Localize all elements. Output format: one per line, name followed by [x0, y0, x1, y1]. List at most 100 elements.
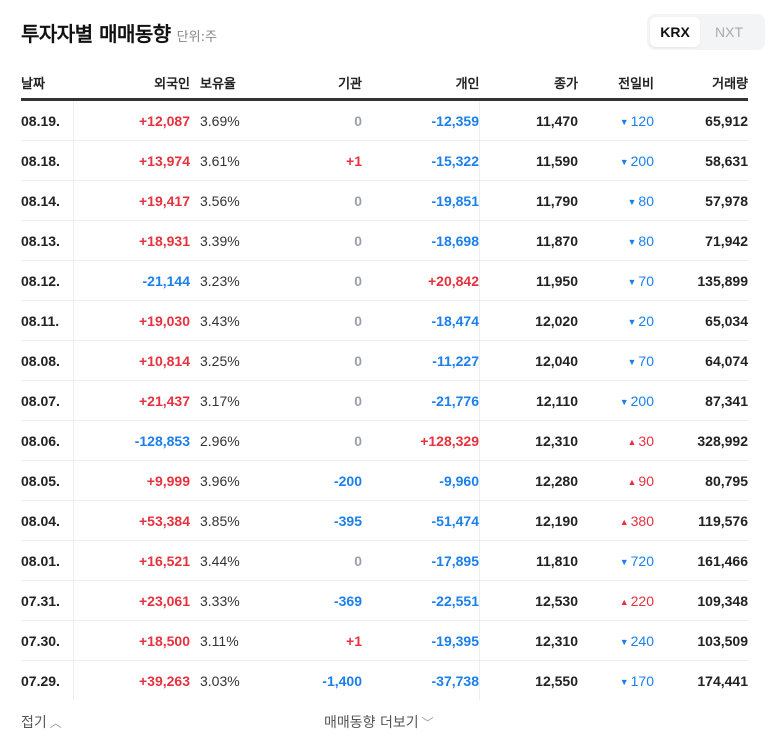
close-cell: 11,870 — [479, 220, 578, 261]
triangle-down-icon: ▼ — [619, 676, 629, 687]
volume-cell: 328,992 — [654, 420, 748, 461]
close-cell: 12,530 — [479, 580, 578, 621]
fold-label: 접기 — [21, 715, 47, 731]
foreign-cell: -128,853 — [73, 420, 190, 461]
date-cell: 08.12. — [21, 260, 74, 301]
individual-cell: +128,329 — [362, 420, 480, 461]
table-row: 08.06. -128,853 2.96% 0 +128,329 12,310 ▲ 30 328… — [21, 420, 748, 461]
table-row: 08.19. +12,087 3.69% 0 -12,359 11,470 ▼ 120 65,9… — [21, 99, 748, 141]
fold-button[interactable]: 접기 ︿ — [21, 712, 62, 732]
table-header-row: 날짜 외국인 보유율 기관 개인 종가 전일비 거래량 — [21, 66, 748, 101]
col-institution: 기관 — [282, 66, 362, 101]
col-date: 날짜 — [21, 66, 74, 101]
change-cell: ▼ 240 — [578, 620, 654, 661]
foreign-cell: +12,087 — [73, 99, 190, 141]
change-value: 240 — [630, 632, 654, 649]
change-cell: ▼ 200 — [578, 380, 654, 421]
holding-cell: 2.96% — [190, 420, 282, 461]
change-cell: ▼ 80 — [578, 220, 654, 261]
holding-cell: 3.11% — [190, 620, 282, 661]
individual-cell: -19,851 — [362, 180, 480, 221]
close-cell: 12,280 — [479, 460, 578, 501]
date-cell: 08.19. — [21, 99, 74, 141]
table-row: 08.05. +9,999 3.96% -200 -9,960 12,280 ▲ 90 80,7… — [21, 460, 748, 501]
change-value: 80 — [638, 192, 654, 209]
institution-cell: +1 — [282, 620, 362, 661]
foreign-cell: +16,521 — [73, 540, 190, 581]
date-cell: 07.30. — [21, 620, 74, 661]
table-row: 08.07. +21,437 3.17% 0 -21,776 12,110 ▼ 200 87,3… — [21, 380, 748, 421]
table-row: 08.18. +13,974 3.61% +1 -15,322 11,590 ▼ 200 58,… — [21, 140, 748, 181]
triangle-down-icon: ▼ — [619, 396, 629, 407]
individual-cell: -18,474 — [362, 300, 480, 341]
change-cell: ▲ 220 — [578, 580, 654, 621]
krx-tab[interactable]: KRX — [650, 17, 700, 47]
foreign-cell: +18,931 — [73, 220, 190, 261]
change-cell: ▲ 30 — [578, 420, 654, 461]
holding-cell: 3.25% — [190, 340, 282, 381]
table-row: 07.30. +18,500 3.11% +1 -19,395 12,310 ▼ 240 103… — [21, 620, 748, 661]
date-cell: 08.05. — [21, 460, 74, 501]
triangle-down-icon: ▼ — [619, 156, 629, 167]
change-value: 220 — [630, 592, 654, 609]
institution-cell: -1,400 — [322, 672, 362, 689]
institution-cell: 0 — [282, 340, 362, 381]
close-cell: 12,110 — [479, 380, 578, 421]
investor-table: 날짜 외국인 보유율 기관 개인 종가 전일비 거래량 08.19. +12,08… — [21, 66, 748, 700]
col-change: 전일비 — [578, 66, 654, 101]
triangle-up-icon: ▲ — [619, 516, 629, 527]
holding-cell: 3.44% — [190, 540, 282, 581]
table-row: 08.14. +19,417 3.56% 0 -19,851 11,790 ▼ 80 57,97… — [21, 180, 748, 221]
close-cell: 12,190 — [479, 500, 578, 541]
triangle-up-icon: ▲ — [627, 476, 637, 487]
triangle-down-icon: ▼ — [627, 276, 637, 287]
change-value: 20 — [638, 312, 654, 329]
volume-cell: 161,466 — [654, 540, 748, 581]
individual-cell: +20,842 — [362, 260, 480, 301]
change-value: 80 — [638, 232, 654, 249]
chevron-up-icon: ︿ — [49, 715, 62, 730]
holding-cell: 3.39% — [190, 220, 282, 261]
holding-cell: 3.03% — [200, 672, 240, 689]
volume-cell: 87,341 — [654, 380, 748, 421]
institution-cell: -395 — [282, 500, 362, 541]
individual-cell: -22,551 — [362, 580, 480, 621]
change-value: 380 — [630, 512, 654, 529]
date-cell: 07.29. — [21, 660, 74, 700]
table-row: 08.11. +19,030 3.43% 0 -18,474 12,020 ▼ 20 65,03… — [21, 300, 748, 341]
panel-title: 투자자별 매매동향 — [21, 22, 171, 46]
date-cell: 08.07. — [21, 380, 74, 421]
change-cell: ▼ 120 — [578, 99, 654, 141]
table-row: 07.31. +23,061 3.33% -369 -22,551 12,530 ▲ 220 1… — [21, 580, 748, 621]
foreign-cell: +10,814 — [73, 340, 190, 381]
individual-cell: -11,227 — [362, 340, 480, 381]
change-cell: ▼ 20 — [578, 300, 654, 341]
foreign-cell: +13,974 — [73, 140, 190, 181]
date-cell: 08.18. — [21, 140, 74, 181]
institution-cell: -369 — [282, 580, 362, 621]
triangle-down-icon: ▼ — [627, 196, 637, 207]
triangle-down-icon: ▼ — [627, 356, 637, 367]
institution-cell: +1 — [282, 140, 362, 181]
volume-cell: 64,074 — [654, 340, 748, 381]
institution-cell: 0 — [282, 260, 362, 301]
individual-cell: -12,359 — [362, 99, 480, 141]
date-cell: 08.06. — [21, 420, 74, 461]
change-cell: ▼ 70 — [578, 260, 654, 301]
institution-cell: 0 — [282, 540, 362, 581]
more-button[interactable]: 매매동향 더보기 ﹀ — [324, 712, 434, 732]
table-row: 08.04. +53,384 3.85% -395 -51,474 12,190 ▲ 380 1… — [21, 500, 748, 541]
nxt-tab[interactable]: NXT — [715, 24, 743, 40]
triangle-down-icon: ▼ — [619, 116, 629, 127]
volume-cell: 65,034 — [654, 300, 748, 341]
triangle-up-icon: ▲ — [627, 436, 637, 447]
individual-cell: -17,895 — [362, 540, 480, 581]
institution-cell: 0 — [282, 99, 362, 141]
triangle-up-icon: ▲ — [619, 596, 629, 607]
foreign-cell: +19,030 — [73, 300, 190, 341]
triangle-down-icon: ▼ — [627, 236, 637, 247]
close-cell: 11,950 — [479, 260, 578, 301]
institution-cell: 0 — [282, 420, 362, 461]
date-cell: 08.13. — [21, 220, 74, 261]
date-cell: 08.01. — [21, 540, 74, 581]
